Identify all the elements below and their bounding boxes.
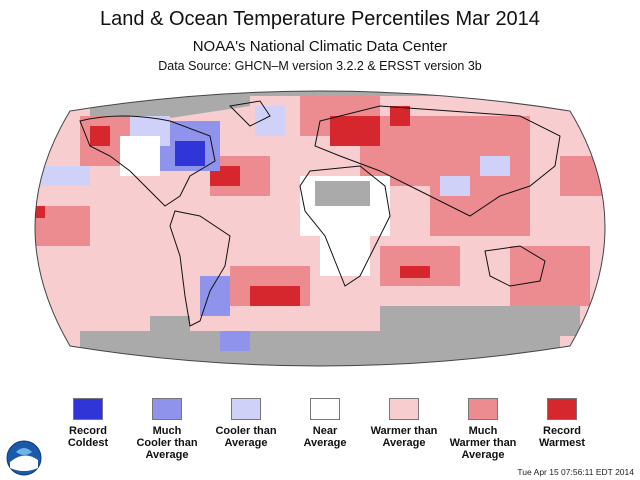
legend-near-average: Near Average xyxy=(282,398,368,449)
legend-label: Much Warmer than Average xyxy=(449,425,517,461)
legend-label: Cooler than Average xyxy=(215,425,277,449)
noaa-logo-icon xyxy=(6,440,42,476)
legend-record-coldest: Record Coldest xyxy=(45,398,131,449)
map-subtitle: NOAA's National Climatic Data Center xyxy=(192,38,448,55)
coastlines xyxy=(79,100,561,327)
legend-swatch xyxy=(152,398,182,420)
globe-outline xyxy=(34,90,606,367)
legend-swatch xyxy=(547,398,577,420)
map-cells xyxy=(35,91,605,366)
legend-label: Near Average xyxy=(303,425,347,449)
data-source: Data Source: GHCN–M version 3.2.2 & ERSS… xyxy=(158,59,482,73)
legend-much-cooler: Much Cooler than Average xyxy=(124,398,210,461)
legend-much-warmer: Much Warmer than Average xyxy=(440,398,526,461)
world-temperature-map xyxy=(34,90,606,367)
legend-label: Warmer than Average xyxy=(370,425,438,449)
legend-label: Much Cooler than Average xyxy=(136,425,198,461)
legend-warmer: Warmer than Average xyxy=(361,398,447,449)
timestamp: Tue Apr 15 07:56:11 EDT 2014 xyxy=(517,467,634,477)
legend-label: Record Warmest xyxy=(538,425,586,449)
legend-record-warmest: Record Warmest xyxy=(519,398,605,449)
legend-swatch xyxy=(73,398,103,420)
legend-label: Record Coldest xyxy=(67,425,109,449)
legend-cooler: Cooler than Average xyxy=(203,398,289,449)
map-title: Land & Ocean Temperature Percentiles Mar… xyxy=(100,8,540,30)
legend-swatch xyxy=(231,398,261,420)
legend-swatch xyxy=(389,398,419,420)
legend-swatch xyxy=(468,398,498,420)
legend-swatch xyxy=(310,398,340,420)
